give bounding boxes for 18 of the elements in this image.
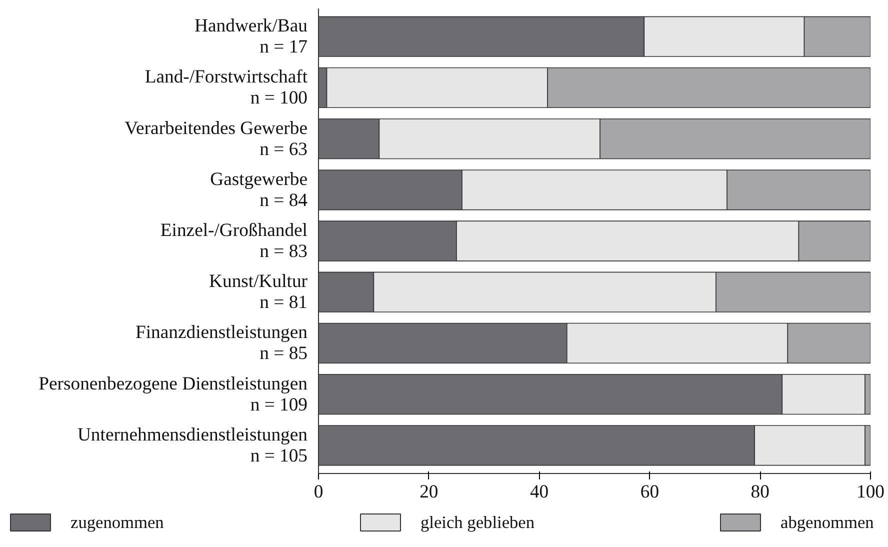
y-tick-label: Handwerk/Bau n = 17 [194,16,308,58]
y-tick-label: Unternehmensdienstleistungen n = 105 [77,424,308,466]
x-tick-label: 80 [750,482,770,502]
y-tick-label: Einzel-/Großhandel n = 83 [160,220,308,262]
x-tick-label: 40 [530,482,549,502]
y-tick-label: Finanzdienstleistungen n = 85 [135,322,308,364]
y-tick-label: Kunst/Kultur n = 81 [209,271,308,314]
y-tick-label: Personenbezogene Dienstleistungen n = 109 [38,373,308,416]
x-tick-label: 100 [856,482,884,502]
legend-label: abgenommen [780,513,874,532]
x-tick-label: 20 [420,482,438,502]
y-tick-label: Land-/Forstwirtschaft n = 100 [144,66,308,109]
legend-label: gleich geblieben [420,513,535,532]
legend-label: zugenommen [70,513,164,532]
y-tick-label: Gastgewerbe n = 84 [210,168,308,211]
x-tick-label: 60 [640,482,660,502]
x-tick-label: 0 [314,482,324,502]
y-tick-label: Verarbeitendes Gewerbe n = 63 [124,118,308,160]
